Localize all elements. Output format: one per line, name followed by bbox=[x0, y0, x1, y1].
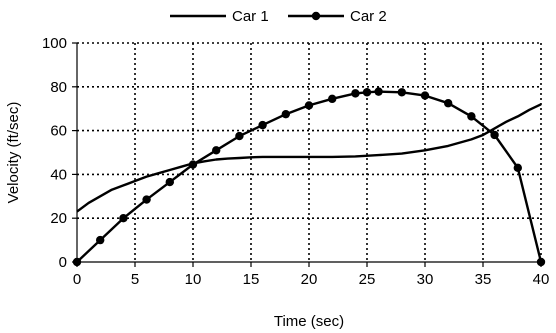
data-point bbox=[397, 88, 406, 97]
data-point bbox=[467, 112, 476, 121]
legend-label: Car 2 bbox=[350, 8, 387, 25]
legend-item-1: Car 1 bbox=[170, 8, 269, 25]
series-group bbox=[72, 87, 546, 267]
y-axis: 0 20 40 60 80 100 bbox=[42, 35, 77, 271]
y-tick-label: 80 bbox=[50, 79, 67, 96]
y-tick-label: 20 bbox=[50, 210, 67, 227]
x-axis: 0 5 10 15 20 25 30 35 40 bbox=[73, 262, 550, 288]
data-point bbox=[165, 177, 174, 187]
data-point bbox=[490, 130, 499, 140]
y-tick-label: 0 bbox=[59, 254, 67, 271]
data-point bbox=[444, 99, 453, 108]
data-point bbox=[212, 146, 221, 155]
y-tick-label: 60 bbox=[50, 123, 67, 140]
y-axis-title: Velocity (ft/sec) bbox=[5, 102, 22, 204]
data-point bbox=[119, 214, 128, 223]
data-point bbox=[304, 101, 314, 110]
data-point bbox=[374, 87, 383, 96]
x-tick-label: 5 bbox=[131, 271, 139, 288]
grid bbox=[77, 42, 541, 262]
data-point bbox=[351, 89, 360, 98]
data-point bbox=[258, 120, 267, 130]
data-point bbox=[96, 235, 105, 245]
data-point bbox=[513, 163, 522, 173]
legend-label: Car 1 bbox=[232, 8, 269, 25]
x-tick-label: 40 bbox=[533, 271, 550, 288]
data-point bbox=[281, 109, 290, 119]
series-line-2 bbox=[76, 90, 543, 263]
data-point bbox=[142, 195, 151, 204]
x-tick-label: 25 bbox=[359, 271, 376, 288]
x-tick-label: 15 bbox=[243, 271, 260, 288]
x-tick-label: 35 bbox=[475, 271, 492, 288]
data-point bbox=[235, 131, 244, 141]
x-tick-label: 30 bbox=[417, 271, 434, 288]
series-line-1 bbox=[76, 103, 542, 213]
y-tick-label: 100 bbox=[42, 35, 67, 52]
legend-swatch-marker bbox=[311, 11, 321, 21]
data-point bbox=[362, 88, 372, 97]
x-axis-title: Time (sec) bbox=[274, 313, 344, 330]
y-tick-label: 40 bbox=[50, 166, 67, 183]
legend-item-2: Car 2 bbox=[288, 8, 387, 25]
x-tick-label: 10 bbox=[185, 271, 202, 288]
x-tick-label: 20 bbox=[301, 271, 318, 288]
data-point bbox=[188, 160, 198, 169]
data-point bbox=[328, 94, 337, 104]
data-point bbox=[420, 91, 430, 100]
legend: Car 1 Car 2 bbox=[170, 8, 387, 25]
x-tick-label: 0 bbox=[73, 271, 81, 288]
